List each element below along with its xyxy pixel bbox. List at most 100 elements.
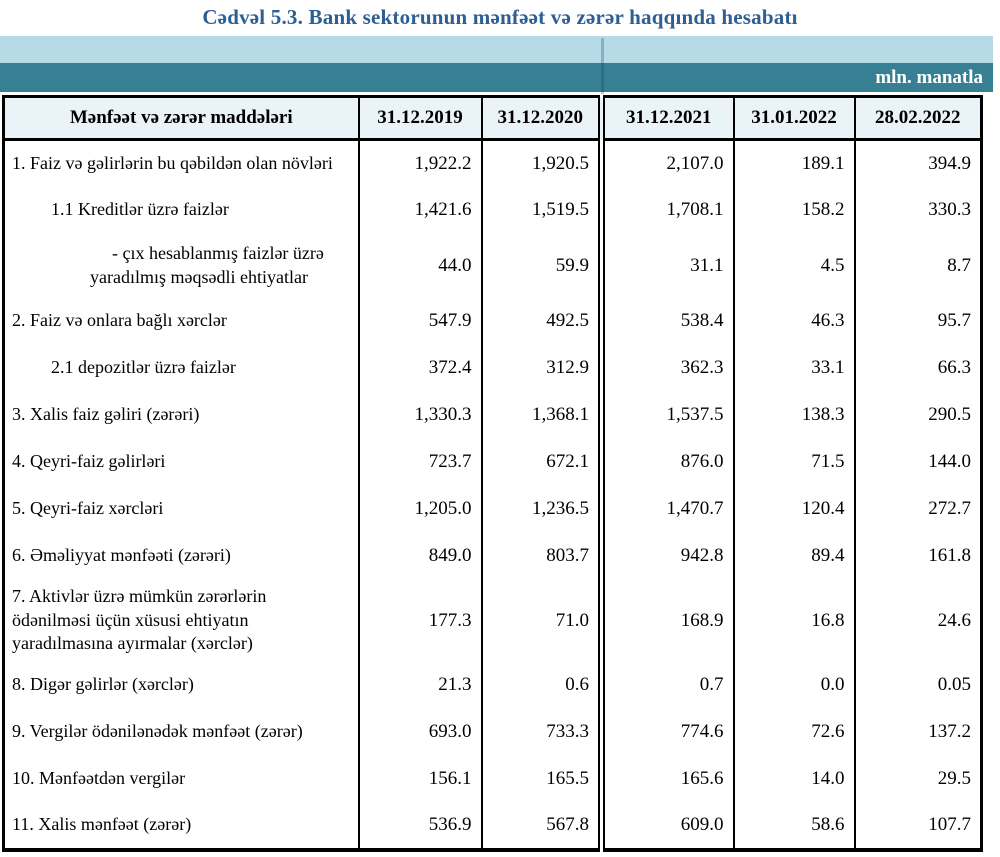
cell-value: 31.1 (598, 233, 734, 298)
cell-value: 107.7 (853, 802, 982, 850)
cell-value: 942.8 (598, 532, 734, 580)
cell-value: 156.1 (357, 755, 482, 803)
cell-value: 1,368.1 (480, 391, 602, 439)
row-label: 2.1 depozitlər üzrə faizlər (51, 357, 236, 378)
cell-value: 372.4 (357, 344, 482, 392)
cell-value: 492.5 (480, 297, 602, 345)
cell-value: 1,920.5 (480, 139, 602, 187)
table-row: 1.1 Kreditlər üzrə faizlər 1,421.6 1,519… (3, 186, 982, 234)
cell-value: 0.05 (853, 661, 982, 709)
cell-value: 0.7 (598, 661, 734, 709)
cell-value: 95.7 (853, 297, 982, 345)
column-header-date-2021: 31.12.2021 (598, 96, 734, 141)
cell-value: 120.4 (732, 485, 855, 533)
cell-value: 1,708.1 (598, 186, 734, 234)
table-row: 5. Qeyri-faiz xərcləri 1,205.0 1,236.5 1… (3, 485, 982, 533)
row-label: 10. Mənfəətdən vergilər (12, 768, 186, 789)
row-label-line2: yaradılmış məqsədli ehtiyatlar (90, 266, 308, 287)
row-label: 8. Digər gəlirlər (xərclər) (12, 674, 194, 695)
cell-value: 0.6 (480, 661, 602, 709)
decor-band-light (0, 36, 993, 63)
cell-value: 16.8 (732, 579, 855, 662)
cell-value: 89.4 (732, 532, 855, 580)
cell-value: 59.9 (480, 233, 602, 298)
cell-value: 14.0 (732, 755, 855, 803)
cell-value: 876.0 (598, 438, 734, 486)
cell-value: 161.8 (853, 532, 982, 580)
cell-value: 8.7 (853, 233, 982, 298)
table-row: 2.1 depozitlər üzrə faizlər 372.4 312.9 … (3, 344, 982, 392)
table-row: 6. Əməliyyat mənfəəti (zərəri) 849.0 803… (3, 532, 982, 580)
cell-value: 803.7 (480, 532, 602, 580)
cell-value: 46.3 (732, 297, 855, 345)
row-label: 1. Faiz və gəlirlərin bu qəbildən olan n… (12, 152, 333, 173)
row-label: 2. Faiz və onlara bağlı xərclər (12, 310, 227, 331)
unit-band: mln. manatla (0, 63, 993, 92)
table-row: 9. Vergilər ödənilənədək mənfəət (zərər)… (3, 708, 982, 756)
cell-value: 536.9 (357, 802, 482, 850)
row-label: 5. Qeyri-faiz xərcləri (12, 498, 164, 519)
cell-value: 144.0 (853, 438, 982, 486)
cell-value: 1,922.2 (357, 139, 482, 187)
row-label: 6. Əməliyyat mənfəəti (zərəri) (12, 545, 231, 566)
column-header-date-jan2022: 31.01.2022 (732, 96, 855, 141)
cell-value: 290.5 (853, 391, 982, 439)
cell-value: 272.7 (853, 485, 982, 533)
cell-value: 4.5 (732, 233, 855, 298)
row-label: 11. Xalis mənfəət (zərər) (12, 814, 192, 835)
column-header-date-2020: 31.12.2020 (480, 96, 602, 141)
cell-value: 0.0 (732, 661, 855, 709)
cell-value: 29.5 (853, 755, 982, 803)
table-row: 2. Faiz və onlara bağlı xərclər 547.9 49… (3, 297, 982, 345)
cell-value: 1,421.6 (357, 186, 482, 234)
table-row: 10. Mənfəətdən vergilər 156.1 165.5 165.… (3, 755, 982, 803)
table-row: 4. Qeyri-faiz gəlirləri 723.7 672.1 876.… (3, 438, 982, 486)
cell-value: 774.6 (598, 708, 734, 756)
cell-value: 693.0 (357, 708, 482, 756)
cell-value: 362.3 (598, 344, 734, 392)
cell-value: 672.1 (480, 438, 602, 486)
cell-value: 547.9 (357, 297, 482, 345)
table-row: 1. Faiz və gəlirlərin bu qəbildən olan n… (3, 139, 982, 187)
cell-value: 2,107.0 (598, 139, 734, 187)
page-title: Cədvəl 5.3. Bank sektorunun mənfəət və z… (202, 5, 798, 29)
cell-value: 849.0 (357, 532, 482, 580)
row-label: 4. Qeyri-faiz gəlirləri (12, 451, 166, 472)
cell-value: 609.0 (598, 802, 734, 850)
cell-value: 538.4 (598, 297, 734, 345)
row-label: 1.1 Kreditlər üzrə faizlər (51, 199, 229, 220)
cell-value: 1,537.5 (598, 391, 734, 439)
table-row: 11. Xalis mənfəət (zərər) 536.9 567.8 60… (3, 802, 982, 850)
table-row: - çıx hesablanmış faizlər üzrə yaradılmı… (3, 233, 982, 298)
row-label: 9. Vergilər ödənilənədək mənfəət (zərər) (12, 721, 303, 742)
cell-value: 1,205.0 (357, 485, 482, 533)
table-row: 8. Digər gəlirlər (xərclər) 21.3 0.6 0.7… (3, 661, 982, 709)
cell-value: 21.3 (357, 661, 482, 709)
cell-value: 394.9 (853, 139, 982, 187)
cell-value: 165.6 (598, 755, 734, 803)
row-label: 7. Aktivlər üzrə mümkün zərərlərin ödəni… (4, 580, 359, 662)
profit-loss-table: Mənfəət və zərər maddələri 31.12.2019 31… (2, 95, 983, 852)
cell-value: 71.0 (480, 579, 602, 662)
band-column-divider (601, 38, 604, 94)
table-row: 3. Xalis faiz gəliri (zərəri) 1,330.3 1,… (3, 391, 982, 439)
row-label-text: 7. Aktivlər üzrə mümkün zərərlərin ödəni… (12, 585, 267, 654)
cell-value: 189.1 (732, 139, 855, 187)
cell-value: 168.9 (598, 579, 734, 662)
cell-value: 58.6 (732, 802, 855, 850)
unit-label: mln. manatla (875, 67, 983, 88)
column-header-date-2019: 31.12.2019 (357, 96, 482, 141)
cell-value: 71.5 (732, 438, 855, 486)
cell-value: 24.6 (853, 579, 982, 662)
row-label-line1: - çıx hesablanmış faizlər üzrə (112, 242, 324, 263)
cell-value: 138.3 (732, 391, 855, 439)
cell-value: 137.2 (853, 708, 982, 756)
cell-value: 1,519.5 (480, 186, 602, 234)
cell-value: 312.9 (480, 344, 602, 392)
row-label: 3. Xalis faiz gəliri (zərəri) (12, 404, 200, 425)
cell-value: 158.2 (732, 186, 855, 234)
cell-value: 72.6 (732, 708, 855, 756)
cell-value: 44.0 (357, 233, 482, 298)
row-label: - çıx hesablanmış faizlər üzrə yaradılmı… (4, 234, 359, 298)
